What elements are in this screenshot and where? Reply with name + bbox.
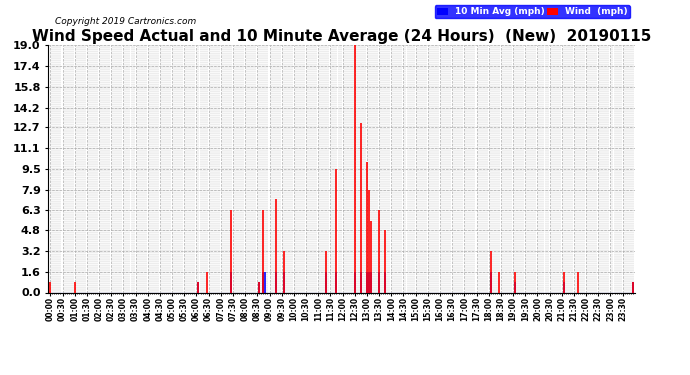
Text: Copyright 2019 Cartronics.com: Copyright 2019 Cartronics.com <box>55 17 197 26</box>
Title: Wind Speed Actual and 10 Minute Average (24 Hours)  (New)  20190115: Wind Speed Actual and 10 Minute Average … <box>32 29 651 44</box>
Legend: 10 Min Avg (mph), Wind  (mph): 10 Min Avg (mph), Wind (mph) <box>435 5 630 18</box>
